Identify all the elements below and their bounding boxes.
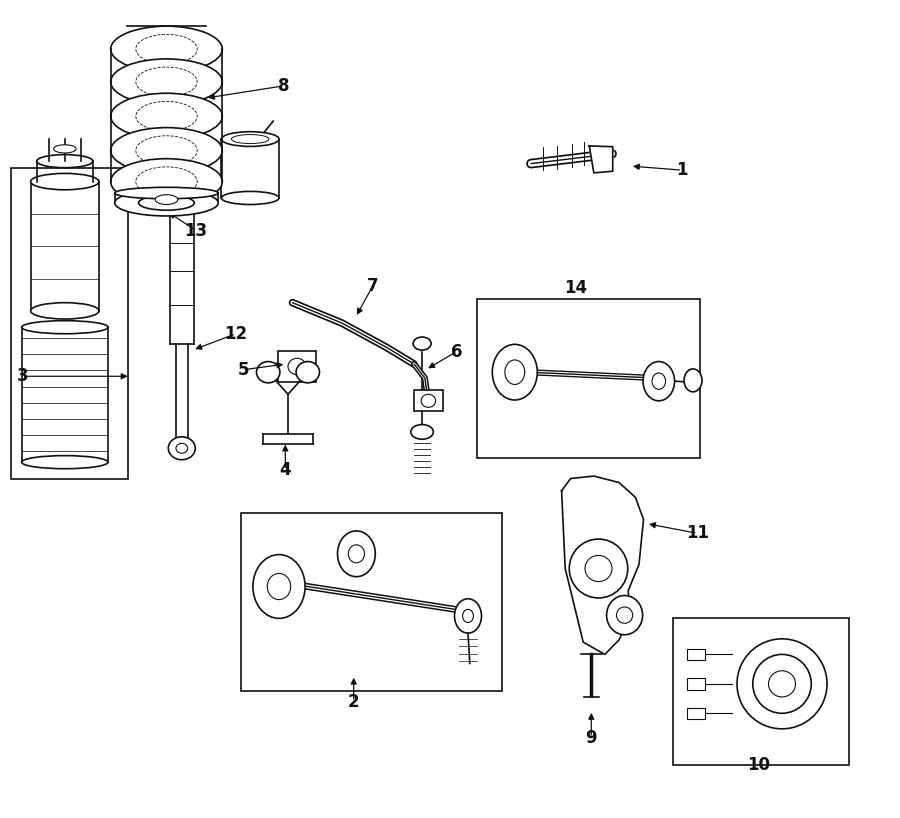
Ellipse shape xyxy=(139,196,194,210)
Text: 11: 11 xyxy=(686,524,709,542)
Ellipse shape xyxy=(111,159,222,204)
Polygon shape xyxy=(590,146,613,173)
Ellipse shape xyxy=(348,545,364,563)
Ellipse shape xyxy=(31,173,99,190)
Ellipse shape xyxy=(22,321,108,334)
Text: 10: 10 xyxy=(747,756,770,774)
Ellipse shape xyxy=(111,93,222,139)
Text: 12: 12 xyxy=(224,325,248,343)
Text: 7: 7 xyxy=(367,277,378,295)
Ellipse shape xyxy=(616,607,633,623)
Ellipse shape xyxy=(643,362,675,401)
Text: 9: 9 xyxy=(586,729,597,747)
Ellipse shape xyxy=(115,187,218,199)
Ellipse shape xyxy=(155,195,178,204)
Ellipse shape xyxy=(111,59,222,105)
Circle shape xyxy=(296,362,320,383)
Ellipse shape xyxy=(569,539,628,598)
Ellipse shape xyxy=(221,132,279,146)
Ellipse shape xyxy=(267,573,291,600)
Circle shape xyxy=(256,362,280,383)
Ellipse shape xyxy=(31,303,99,319)
Bar xyxy=(687,649,705,660)
Ellipse shape xyxy=(413,337,431,350)
Ellipse shape xyxy=(168,437,195,460)
Text: 1: 1 xyxy=(677,161,688,179)
Text: 5: 5 xyxy=(238,361,248,379)
Ellipse shape xyxy=(463,609,473,622)
Text: 6: 6 xyxy=(451,343,462,361)
Ellipse shape xyxy=(136,167,197,196)
Ellipse shape xyxy=(652,373,665,389)
Bar xyxy=(278,351,316,382)
Text: 4: 4 xyxy=(280,461,291,479)
Ellipse shape xyxy=(141,196,156,215)
Ellipse shape xyxy=(136,67,197,97)
Ellipse shape xyxy=(492,344,537,400)
Ellipse shape xyxy=(769,671,796,697)
Ellipse shape xyxy=(22,456,108,469)
Ellipse shape xyxy=(338,531,375,577)
Bar xyxy=(11,168,128,479)
Bar xyxy=(414,390,443,411)
Ellipse shape xyxy=(421,394,436,407)
Ellipse shape xyxy=(111,128,222,173)
Bar xyxy=(477,299,700,458)
Ellipse shape xyxy=(505,360,525,384)
Ellipse shape xyxy=(136,136,197,165)
Ellipse shape xyxy=(115,190,218,216)
Ellipse shape xyxy=(136,101,197,131)
Text: 13: 13 xyxy=(184,222,208,240)
Ellipse shape xyxy=(585,555,612,582)
Ellipse shape xyxy=(288,358,306,375)
Ellipse shape xyxy=(37,155,93,168)
Ellipse shape xyxy=(752,654,811,713)
Text: 2: 2 xyxy=(348,693,359,711)
Bar xyxy=(687,678,705,690)
Ellipse shape xyxy=(136,34,197,64)
Polygon shape xyxy=(562,476,644,654)
Ellipse shape xyxy=(111,26,222,72)
Ellipse shape xyxy=(221,191,279,204)
Ellipse shape xyxy=(410,425,434,439)
Bar xyxy=(687,708,705,719)
Ellipse shape xyxy=(607,596,643,635)
Ellipse shape xyxy=(737,639,827,729)
Bar xyxy=(673,618,849,765)
Ellipse shape xyxy=(176,443,188,453)
Text: 14: 14 xyxy=(564,279,588,297)
Ellipse shape xyxy=(454,599,482,633)
Ellipse shape xyxy=(253,555,305,618)
Text: 3: 3 xyxy=(17,367,28,385)
Ellipse shape xyxy=(684,369,702,392)
Bar xyxy=(241,513,502,691)
Text: 8: 8 xyxy=(278,77,289,95)
Ellipse shape xyxy=(54,145,76,153)
Ellipse shape xyxy=(231,135,269,144)
